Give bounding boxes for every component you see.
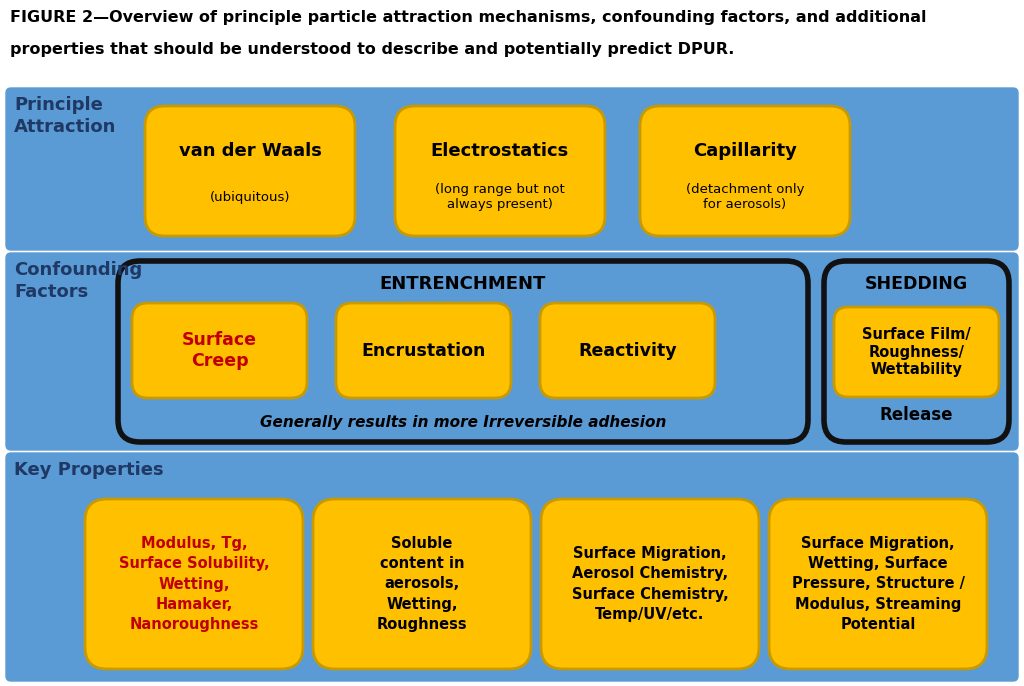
Text: Electrostatics: Electrostatics (431, 143, 569, 161)
Text: Soluble
content in
aerosols,
Wetting,
Roughness: Soluble content in aerosols, Wetting, Ro… (377, 536, 467, 632)
FancyBboxPatch shape (395, 106, 605, 236)
Text: Surface Migration,
Wetting, Surface
Pressure, Structure /
Modulus, Streaming
Pot: Surface Migration, Wetting, Surface Pres… (792, 536, 965, 632)
Text: properties that should be understood to describe and potentially predict DPUR.: properties that should be understood to … (10, 42, 734, 57)
Text: Modulus, Tg,
Surface Solubility,
Wetting,
Hamaker,
Nanoroughness: Modulus, Tg, Surface Solubility, Wetting… (119, 536, 269, 632)
Text: SHEDDING: SHEDDING (865, 275, 968, 293)
FancyBboxPatch shape (834, 307, 999, 397)
Text: (detachment only
for aerosols): (detachment only for aerosols) (686, 183, 804, 211)
Text: Encrustation: Encrustation (361, 342, 485, 359)
Text: van der Waals: van der Waals (178, 143, 322, 161)
FancyBboxPatch shape (824, 261, 1009, 442)
Text: Generally results in more Irreversible adhesion: Generally results in more Irreversible a… (260, 414, 667, 429)
Text: FIGURE 2—Overview of principle particle attraction mechanisms, confounding facto: FIGURE 2—Overview of principle particle … (10, 10, 927, 25)
Text: Capillarity: Capillarity (693, 143, 797, 161)
FancyBboxPatch shape (313, 499, 531, 669)
FancyBboxPatch shape (85, 499, 303, 669)
FancyBboxPatch shape (541, 499, 759, 669)
Text: Reactivity: Reactivity (579, 342, 677, 359)
Text: (ubiquitous): (ubiquitous) (210, 191, 290, 204)
Text: Key Properties: Key Properties (14, 461, 164, 479)
FancyBboxPatch shape (540, 303, 715, 398)
FancyBboxPatch shape (145, 106, 355, 236)
Text: (long range but not
always present): (long range but not always present) (435, 183, 565, 211)
FancyBboxPatch shape (640, 106, 850, 236)
Text: ENTRENCHMENT: ENTRENCHMENT (380, 275, 546, 293)
Text: Surface
Creep: Surface Creep (182, 331, 257, 370)
FancyBboxPatch shape (6, 253, 1018, 450)
FancyBboxPatch shape (6, 453, 1018, 681)
Text: Release: Release (880, 406, 953, 424)
FancyBboxPatch shape (118, 261, 808, 442)
FancyBboxPatch shape (6, 88, 1018, 250)
Text: Surface Film/
Roughness/
Wettability: Surface Film/ Roughness/ Wettability (862, 327, 971, 377)
Text: Surface Migration,
Aerosol Chemistry,
Surface Chemistry,
Temp/UV/etc.: Surface Migration, Aerosol Chemistry, Su… (571, 546, 728, 622)
FancyBboxPatch shape (769, 499, 987, 669)
FancyBboxPatch shape (336, 303, 511, 398)
Text: Confounding
Factors: Confounding Factors (14, 261, 142, 301)
FancyBboxPatch shape (132, 303, 307, 398)
Text: Principle
Attraction: Principle Attraction (14, 96, 117, 137)
